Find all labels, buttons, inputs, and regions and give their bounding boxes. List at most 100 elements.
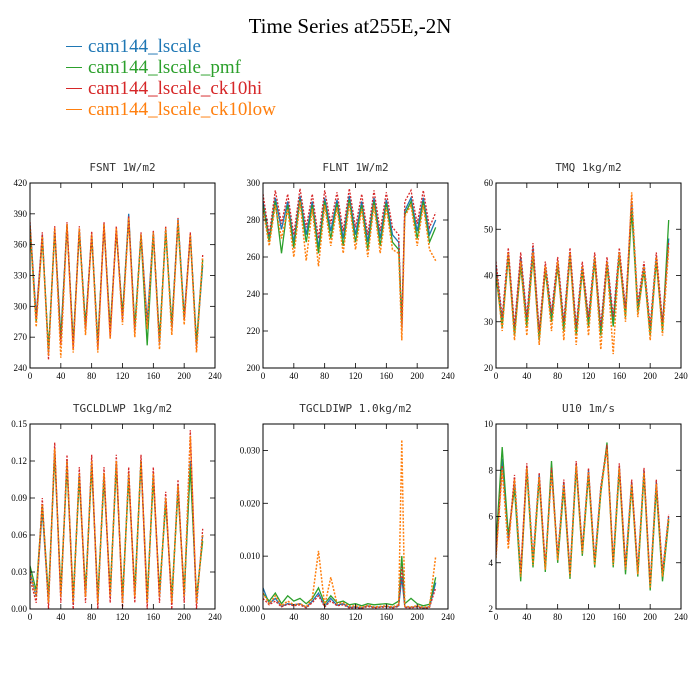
x-tick-label: 40 [289, 371, 299, 381]
y-tick-label: 0.000 [240, 604, 261, 614]
x-tick-label: 80 [87, 612, 97, 622]
legend-label: cam144_lscale [88, 35, 201, 57]
y-tick-label: 0.12 [11, 456, 27, 466]
figure-title: Time Series at255E,-2N [248, 14, 452, 38]
chart-panel: FLNT 1W/m2 0 40 80 120 160 200 240 200 220 240 260 2… [247, 161, 456, 381]
y-tick-label: 20 [484, 363, 494, 373]
x-tick-label: 160 [380, 371, 394, 381]
y-tick-label: 0.09 [11, 493, 27, 503]
x-tick-label: 40 [56, 612, 66, 622]
y-tick-label: 300 [247, 178, 261, 188]
chart-panel: FSNT 1W/m2 0 40 80 120 160 200 240 240 270 300 330 3… [14, 161, 223, 381]
x-tick-label: 0 [494, 612, 499, 622]
y-tick-label: 0.03 [11, 567, 27, 577]
y-tick-label: 330 [14, 271, 28, 281]
y-tick-label: 0.06 [11, 530, 27, 540]
x-tick-label: 160 [613, 371, 627, 381]
x-tick-label: 240 [674, 371, 688, 381]
legend-label: cam144_lscale_pmf [88, 56, 242, 78]
y-tick-label: 0.00 [11, 604, 27, 614]
series-line [263, 556, 437, 607]
x-tick-label: 80 [553, 612, 563, 622]
x-tick-label: 200 [643, 612, 657, 622]
legend-swatch [66, 88, 82, 89]
y-tick-label: 240 [14, 363, 28, 373]
y-tick-label: 300 [14, 301, 28, 311]
x-tick-label: 240 [441, 371, 455, 381]
y-tick-label: 260 [247, 252, 261, 262]
x-tick-label: 40 [289, 612, 299, 622]
x-tick-label: 40 [522, 371, 532, 381]
chart-panel: TGCLDIWP 1.0kg/m2 0 40 80 120 160 200 240 0.000 0… [240, 402, 456, 622]
series-line [496, 449, 670, 589]
x-tick-label: 200 [410, 612, 424, 622]
y-tick-label: 8 [489, 465, 494, 475]
panel-title: FSNT 1W/m2 [89, 161, 155, 174]
x-tick-label: 160 [380, 612, 394, 622]
y-tick-label: 0.020 [240, 498, 261, 508]
x-tick-label: 80 [553, 371, 563, 381]
y-tick-label: 2 [489, 604, 494, 614]
y-tick-label: 360 [14, 240, 28, 250]
y-tick-label: 390 [14, 209, 28, 219]
x-tick-label: 120 [349, 612, 363, 622]
x-tick-label: 0 [28, 612, 33, 622]
legend-swatch [66, 67, 82, 68]
series-line [30, 436, 204, 603]
plot-frame [262, 423, 449, 610]
y-tick-label: 220 [247, 326, 261, 336]
y-tick-label: 200 [247, 363, 261, 373]
x-tick-label: 200 [643, 371, 657, 381]
x-tick-label: 120 [116, 612, 130, 622]
series-line [263, 566, 437, 609]
x-tick-label: 120 [582, 371, 596, 381]
series-line [30, 217, 204, 358]
y-tick-label: 0.010 [240, 551, 261, 561]
legend-label: cam144_lscale_ck10low [88, 98, 276, 120]
x-tick-label: 200 [177, 612, 191, 622]
legend-item: cam144_lscale_ck10low [66, 99, 276, 120]
y-tick-label: 40 [484, 271, 494, 281]
series-line [263, 188, 437, 332]
x-tick-label: 240 [208, 612, 222, 622]
series-line [263, 201, 437, 341]
y-tick-label: 30 [484, 317, 494, 327]
y-tick-label: 50 [484, 224, 494, 234]
y-tick-label: 420 [14, 178, 28, 188]
series-line [496, 196, 670, 332]
x-tick-label: 40 [522, 612, 532, 622]
y-tick-label: 10 [484, 419, 494, 429]
legend-swatch [66, 109, 82, 110]
legend-item: cam144_lscale_ck10hi [66, 78, 276, 99]
series-line [496, 442, 670, 591]
legend: cam144_lscale cam144_lscale_pmf cam144_l… [66, 36, 276, 120]
x-tick-label: 120 [116, 371, 130, 381]
x-tick-label: 120 [582, 612, 596, 622]
x-tick-label: 0 [494, 371, 499, 381]
y-tick-label: 270 [14, 332, 28, 342]
x-tick-label: 160 [147, 371, 161, 381]
chart-panel: U10 1m/s 0 40 80 120 160 200 240 2 4 6 8 10 [484, 402, 688, 622]
x-tick-label: 40 [56, 371, 66, 381]
plot-frame [262, 182, 449, 369]
plot-frame [495, 182, 682, 369]
x-tick-label: 120 [349, 371, 363, 381]
series-line [263, 195, 437, 328]
x-tick-label: 240 [208, 371, 222, 381]
y-tick-label: 280 [247, 215, 261, 225]
chart-panel: TGCLDLWP 1kg/m2 0 40 80 120 160 200 240 0.00 0.03… [11, 402, 222, 622]
x-tick-label: 200 [410, 371, 424, 381]
x-tick-label: 0 [261, 371, 266, 381]
y-tick-label: 0.15 [11, 419, 27, 429]
y-tick-label: 60 [484, 178, 494, 188]
legend-item: cam144_lscale [66, 36, 276, 57]
series-line [263, 439, 437, 609]
x-tick-label: 0 [28, 371, 33, 381]
x-tick-label: 160 [147, 612, 161, 622]
x-tick-label: 240 [441, 612, 455, 622]
y-tick-label: 240 [247, 289, 261, 299]
panel-title: TGCLDIWP 1.0kg/m2 [299, 402, 412, 415]
x-tick-label: 80 [320, 371, 330, 381]
x-tick-label: 240 [674, 612, 688, 622]
